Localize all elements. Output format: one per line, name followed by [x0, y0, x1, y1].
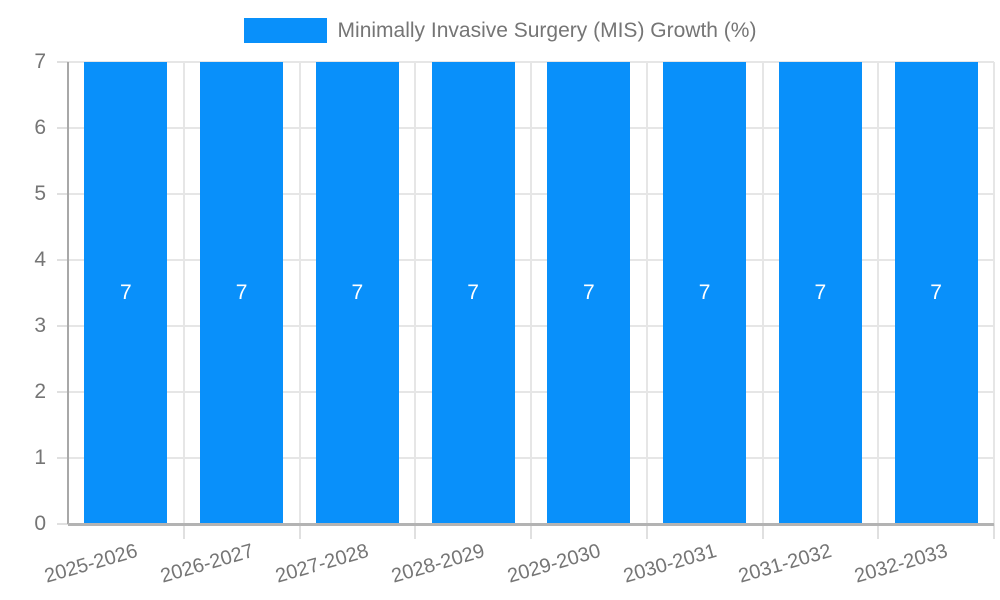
- v-gridline: [761, 62, 764, 524]
- x-axis-tick: [877, 524, 880, 539]
- v-gridline: [182, 62, 185, 524]
- legend-swatch: [243, 18, 327, 43]
- plot-area: 7 7 7 7 7 7 7 7: [68, 61, 995, 524]
- x-axis-tick: [993, 524, 995, 539]
- bar: 7: [894, 62, 978, 524]
- x-axis-tick: [414, 524, 417, 539]
- y-axis-tick: [57, 457, 68, 459]
- legend-label: Minimally Invasive Surgery (MIS) Growth …: [337, 18, 757, 42]
- v-gridline: [877, 62, 880, 524]
- legend-item[interactable]: Minimally Invasive Surgery (MIS) Growth …: [243, 18, 757, 43]
- bar-value-label: 7: [467, 281, 479, 304]
- y-axis-tick: [57, 523, 68, 525]
- y-tick-label: 6: [34, 116, 46, 139]
- y-tick-label: 1: [34, 446, 46, 469]
- legend: Minimally Invasive Surgery (MIS) Growth …: [0, 18, 1000, 43]
- x-axis-tick: [761, 524, 764, 539]
- x-axis-line: [68, 523, 994, 526]
- bar-value-label: 7: [351, 281, 364, 304]
- v-gridline: [530, 62, 532, 524]
- bar-value-label: 7: [814, 281, 827, 304]
- bar: 7: [431, 62, 515, 524]
- bar-value-label: 7: [235, 281, 248, 304]
- x-axis-tick: [182, 524, 185, 539]
- y-axis-tick: [57, 61, 68, 63]
- v-gridline: [993, 62, 995, 524]
- v-gridline: [298, 62, 301, 524]
- y-tick-label: 2: [34, 380, 46, 403]
- x-axis-tick: [530, 524, 532, 539]
- bar: 7: [200, 62, 284, 524]
- bar-value-label: 7: [120, 281, 132, 304]
- y-tick-label: 7: [34, 50, 46, 73]
- y-axis-tick: [57, 259, 68, 261]
- y-axis-tick: [57, 325, 68, 327]
- x-axis-tick: [645, 524, 648, 539]
- v-gridline: [645, 62, 648, 524]
- bar-value-label: 7: [698, 281, 711, 304]
- bar: 7: [778, 62, 862, 524]
- y-axis-tick: [57, 193, 68, 195]
- y-tick-label: 0: [34, 512, 46, 535]
- bar-value-label: 7: [583, 281, 595, 304]
- y-tick-label: 5: [34, 182, 46, 205]
- bar: 7: [315, 62, 399, 524]
- v-gridline: [414, 62, 417, 524]
- bar: 7: [84, 62, 168, 524]
- y-axis-tick: [57, 391, 68, 393]
- y-axis-tick: [57, 127, 68, 129]
- y-tick-label: 3: [34, 314, 46, 337]
- y-axis-line: [67, 62, 69, 524]
- x-axis-tick: [298, 524, 301, 539]
- y-tick-label: 4: [34, 248, 46, 271]
- bar: 7: [663, 62, 747, 524]
- bar-value-label: 7: [930, 281, 942, 304]
- bar: 7: [547, 62, 631, 524]
